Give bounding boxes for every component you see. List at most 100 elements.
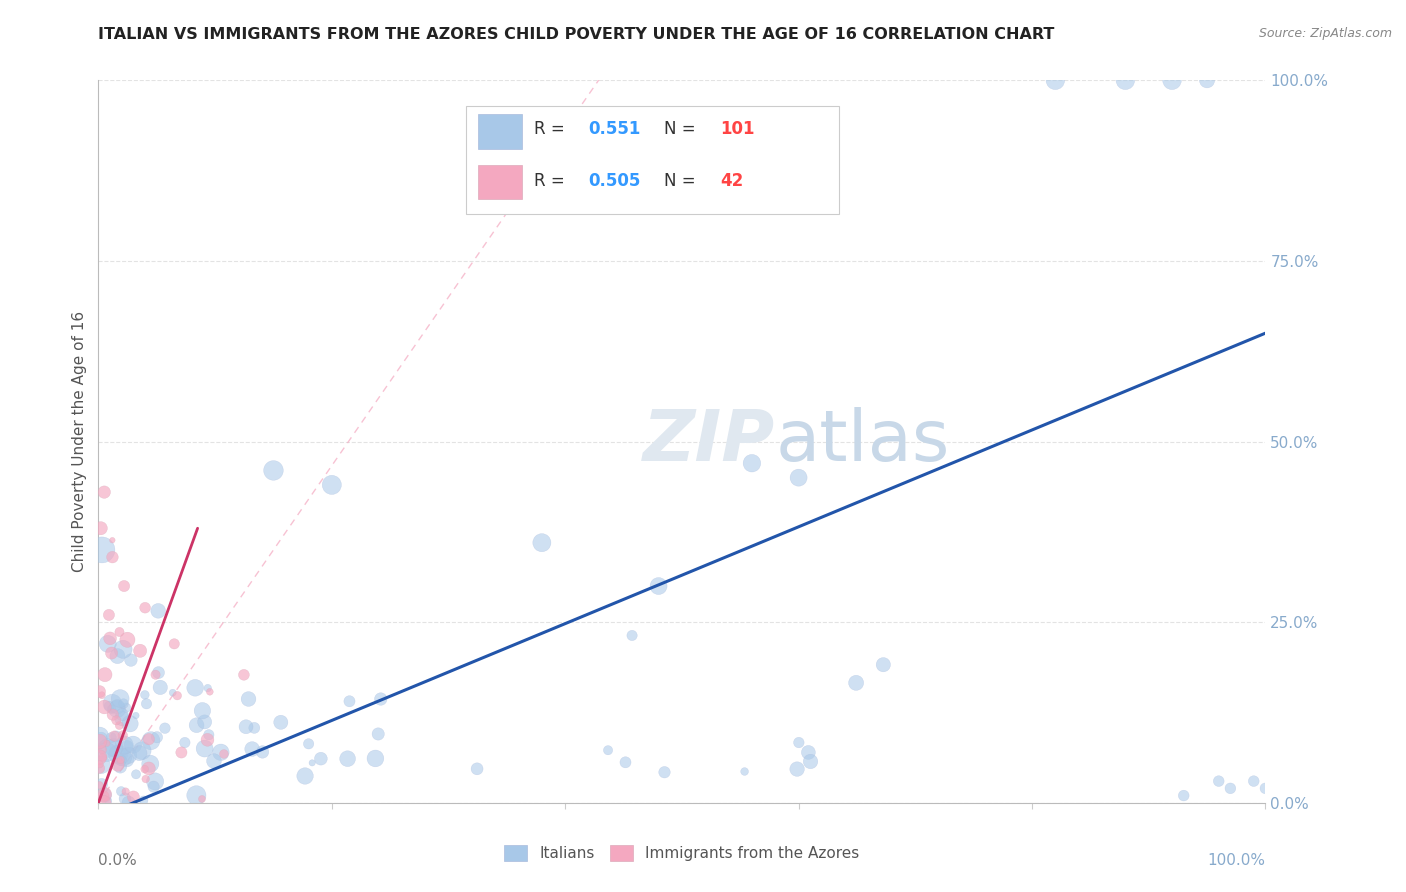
Point: [107, 747, 129, 762]
Point: [596, 743, 619, 757]
Point: [135, 697, 157, 711]
Point: [191, 792, 214, 806]
Point: [1219, 781, 1241, 796]
Point: [153, 721, 176, 735]
Point: [198, 728, 221, 742]
Point: [93, 789, 115, 803]
Point: [339, 694, 361, 708]
FancyBboxPatch shape: [478, 114, 522, 149]
Point: [134, 688, 156, 702]
Point: [111, 750, 134, 764]
Point: [741, 456, 763, 470]
Point: [270, 715, 292, 730]
Point: [101, 550, 124, 565]
Text: 42: 42: [720, 172, 744, 190]
Point: [128, 746, 150, 760]
Point: [108, 625, 131, 640]
Point: [112, 642, 135, 657]
Point: [139, 756, 162, 771]
Point: [212, 747, 235, 761]
Point: [530, 535, 553, 549]
Point: [1114, 73, 1136, 87]
Point: [101, 697, 124, 711]
Point: [125, 708, 148, 723]
Legend: Italians, Immigrants from the Azores: Italians, Immigrants from the Azores: [498, 839, 866, 867]
Point: [89, 757, 111, 772]
Point: [146, 730, 169, 744]
Point: [799, 755, 821, 769]
Point: [143, 774, 166, 789]
Point: [1161, 73, 1184, 87]
Point: [93, 700, 115, 714]
Point: [149, 681, 172, 695]
Point: [96, 745, 118, 759]
Point: [202, 754, 225, 768]
Point: [132, 793, 155, 807]
Point: [97, 794, 120, 808]
Point: [110, 753, 132, 767]
Point: [240, 742, 263, 756]
Point: [93, 789, 115, 804]
Point: [194, 714, 217, 729]
Text: 0.0%: 0.0%: [98, 854, 138, 869]
Point: [138, 732, 160, 747]
Point: [173, 735, 195, 749]
Point: [364, 751, 387, 765]
Text: N =: N =: [665, 172, 702, 190]
Point: [309, 752, 332, 766]
Point: [110, 760, 132, 774]
Point: [111, 711, 134, 725]
Point: [98, 699, 121, 714]
Point: [111, 707, 134, 722]
Point: [845, 676, 868, 690]
Point: [370, 692, 392, 706]
Point: [162, 686, 184, 700]
Point: [97, 741, 120, 756]
Point: [252, 745, 274, 759]
Point: [122, 738, 145, 752]
Point: [872, 657, 894, 672]
Point: [107, 649, 129, 664]
Text: 100.0%: 100.0%: [1208, 854, 1265, 869]
Point: [103, 729, 125, 743]
Point: [89, 778, 111, 792]
Point: [97, 607, 120, 622]
Point: [647, 579, 669, 593]
Text: atlas: atlas: [775, 407, 949, 476]
Point: [232, 668, 254, 682]
Point: [97, 637, 120, 651]
Point: [105, 702, 128, 716]
Point: [1254, 781, 1277, 796]
Point: [91, 742, 114, 756]
Point: [148, 665, 170, 680]
Point: [1173, 789, 1195, 803]
Point: [139, 733, 162, 747]
Point: [100, 646, 122, 660]
Point: [1208, 774, 1230, 789]
Point: [93, 485, 115, 500]
Point: [297, 737, 319, 751]
Point: [465, 762, 488, 776]
Point: [734, 764, 756, 779]
Point: [115, 753, 138, 767]
Point: [787, 470, 810, 484]
Point: [134, 762, 156, 776]
Y-axis label: Child Poverty Under the Age of 16: Child Poverty Under the Age of 16: [72, 311, 87, 572]
Point: [262, 463, 284, 477]
Point: [301, 756, 323, 770]
Point: [197, 681, 219, 695]
Point: [90, 521, 112, 535]
Point: [238, 692, 260, 706]
Point: [112, 697, 135, 711]
Point: [105, 699, 128, 714]
Point: [786, 762, 808, 776]
Point: [90, 542, 112, 557]
Text: 101: 101: [720, 120, 755, 138]
Point: [96, 736, 118, 750]
Point: [90, 777, 112, 791]
Point: [614, 756, 637, 770]
Point: [110, 784, 132, 798]
Point: [142, 780, 165, 794]
Text: ZIP: ZIP: [643, 407, 775, 476]
Point: [197, 732, 219, 747]
